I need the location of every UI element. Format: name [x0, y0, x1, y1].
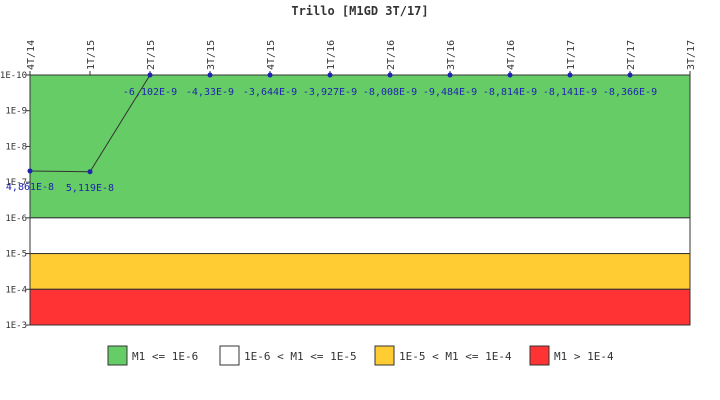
data-point: [387, 72, 393, 78]
legend-label: M1 > 1E-4: [554, 350, 614, 363]
data-label: 4,861E-8: [6, 182, 54, 193]
legend: M1 <= 1E-6 1E-6 < M1 <= 1E-5 1E-5 < M1 <= …: [107, 345, 614, 366]
band-1: [29, 217, 691, 255]
x-tick-label: 3T/15: [206, 40, 217, 70]
data-point: [267, 72, 273, 78]
data-point: [447, 72, 453, 78]
y-tick-label: 1E-3: [5, 321, 27, 331]
data-point: [147, 72, 153, 78]
x-axis: 4T/14 1T/15 2T/15 3T/15 4T/15 1T/16 2T/16 3T/16…: [26, 40, 697, 76]
legend-label: 1E-5 < M1 <= 1E-4: [399, 350, 512, 363]
chart-title: Trillo [M1GD 3T/17]: [291, 4, 428, 18]
y-tick-label: 1E-6: [5, 214, 27, 224]
y-tick-label: 1E-10: [0, 71, 27, 81]
data-point: [27, 168, 33, 174]
data-label: -8,008E-9: [363, 87, 417, 98]
legend-swatch: [107, 345, 128, 366]
data-label: -8,366E-9: [603, 87, 657, 98]
legend-swatch: [219, 345, 240, 366]
data-label: -9,484E-9: [423, 87, 477, 98]
data-label: -3,927E-9: [303, 87, 357, 98]
y-tick-label: 1E-5: [5, 250, 27, 260]
series-group: 4,861E-8 5,119E-8 -6,102E-9 -4,33E-9 -3,644E…: [6, 72, 657, 194]
data-point: [327, 72, 333, 78]
y-axis: 1E-10 1E-9 1E-8 1E-7 1E-6 1E-5 1E-4 1E-3: [0, 71, 30, 331]
x-tick-label: 2T/15: [146, 40, 157, 70]
x-tick-label: 1T/15: [86, 40, 97, 70]
x-tick-label: 3T/17: [686, 40, 697, 70]
x-tick-label: 1T/16: [326, 40, 337, 70]
data-point: [507, 72, 513, 78]
risk-bands: [29, 74, 691, 326]
y-tick-label: 1E-4: [5, 285, 27, 295]
data-label: 5,119E-8: [66, 183, 114, 194]
x-tick-label: 3T/16: [446, 40, 457, 70]
data-label: -3,644E-9: [243, 87, 297, 98]
y-tick-label: 1E-8: [5, 142, 27, 152]
data-point: [567, 72, 573, 78]
x-tick-label: 2T/16: [386, 40, 397, 70]
legend-label: 1E-6 < M1 <= 1E-5: [244, 350, 357, 363]
x-tick-label: 4T/15: [266, 40, 277, 70]
band-2: [29, 253, 691, 290]
x-tick-label: 2T/17: [626, 40, 637, 70]
data-point: [87, 169, 93, 175]
data-point: [627, 72, 633, 78]
band-3: [29, 288, 691, 326]
y-tick-label: 1E-9: [5, 107, 27, 117]
data-label: -4,33E-9: [186, 87, 234, 98]
data-label: -6,102E-9: [123, 87, 177, 98]
x-tick-label: 4T/16: [506, 40, 517, 70]
legend-swatch: [374, 345, 395, 366]
legend-label: M1 <= 1E-6: [132, 350, 198, 363]
band-0: [29, 74, 691, 219]
x-tick-label: 4T/14: [26, 40, 37, 70]
y-tick-label: 1E-7: [5, 178, 27, 188]
data-label: -8,814E-9: [483, 87, 537, 98]
data-label: -8,141E-9: [543, 87, 597, 98]
data-point: [207, 72, 213, 78]
legend-swatch: [529, 345, 550, 366]
x-tick-label: 1T/17: [566, 40, 577, 70]
